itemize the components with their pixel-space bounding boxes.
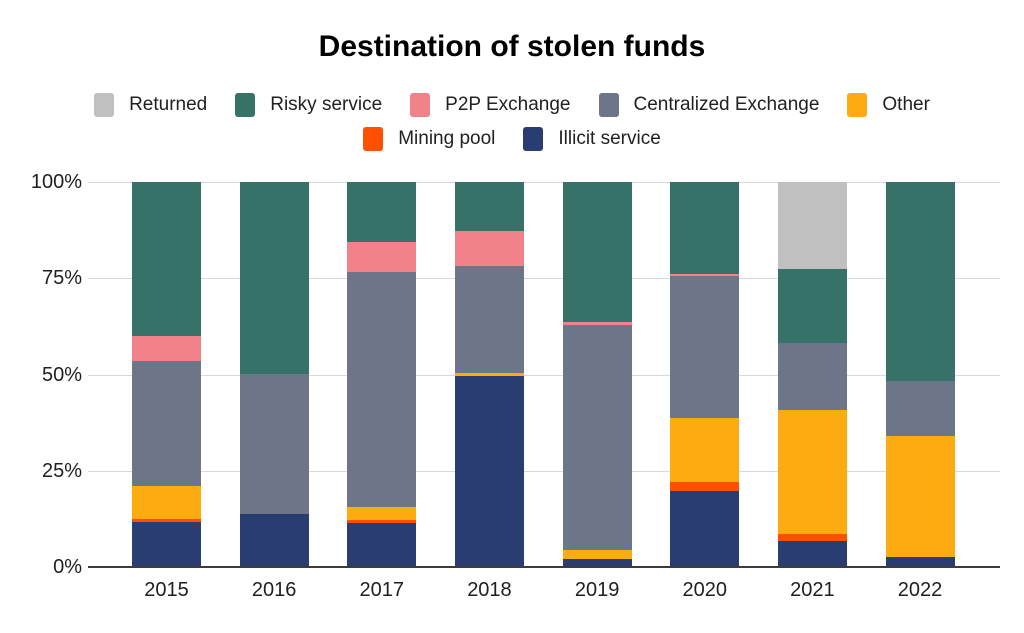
bar-segment-2021-risky-service <box>777 269 847 343</box>
legend-label: Other <box>882 94 930 115</box>
bar-segment-2019-illicit-service <box>562 559 632 567</box>
legend-swatch-icon <box>523 127 544 151</box>
x-axis-tick-label-2021: 2021 <box>790 579 835 601</box>
bar-segment-2019-risky-service <box>562 182 632 322</box>
bar-segment-2015-illicit-service <box>132 522 201 567</box>
legend-label: Centralized Exchange <box>633 94 820 115</box>
bar-segment-2021-returned <box>777 182 847 269</box>
legend-label: P2P Exchange <box>445 94 571 115</box>
legend: Returned Risky service P2P Exchange Central… <box>0 93 1024 151</box>
bar-segment-2019-other <box>562 550 632 559</box>
bar-segment-2017-illicit-service <box>347 523 417 567</box>
bar-segment-2019-p2p-exchange <box>562 322 632 325</box>
gridline <box>88 182 1000 183</box>
bar-segment-2022-illicit-service <box>885 557 955 567</box>
bar-segment-2018-illicit-service <box>454 376 524 567</box>
bar-segment-2018-risky-service <box>454 182 524 231</box>
legend-row: Mining pool Illicit service <box>363 127 661 151</box>
bar-segment-2018-centralized-exchange <box>454 266 524 373</box>
y-axis-tick-label: 0% <box>53 556 82 578</box>
bar-segment-2020-mining-pool <box>670 482 740 491</box>
x-axis-tick-label-2019: 2019 <box>574 579 620 601</box>
bar-segment-2016-risky-service <box>239 182 309 374</box>
legend-label: Mining pool <box>398 128 496 149</box>
legend-swatch-icon <box>598 93 619 117</box>
bar-segment-2020-illicit-service <box>670 491 740 567</box>
legend-swatch-icon <box>94 93 115 117</box>
legend-item-risky-service: Risky service <box>235 93 382 117</box>
legend-swatch-icon <box>847 93 868 117</box>
legend-item-returned: Returned <box>94 93 207 117</box>
bar-segment-2021-mining-pool <box>777 534 847 541</box>
bar-segment-2015-mining-pool <box>132 519 201 522</box>
bar-segment-2021-centralized-exchange <box>777 343 847 410</box>
y-axis-tick-label: 100% <box>30 171 82 193</box>
legend-swatch-icon <box>363 127 384 151</box>
legend-swatch-icon <box>235 93 256 117</box>
bar-segment-2020-centralized-exchange <box>670 276 740 418</box>
legend-label: Risky service <box>270 94 383 115</box>
bar-segment-2016-illicit-service <box>239 514 309 567</box>
bar-segment-2020-other <box>670 418 740 482</box>
bar-segment-2015-other <box>132 486 201 519</box>
y-axis-tick-label: 25% <box>41 459 82 482</box>
bar-segment-2015-risky-service <box>132 182 201 336</box>
gridline <box>88 470 1000 472</box>
bar-segment-2017-risky-service <box>347 182 417 242</box>
y-axis-tick-label: 50% <box>41 363 82 386</box>
chart-title: Destination of stolen funds <box>318 30 706 63</box>
legend-item-illicit-service: Illicit service <box>523 127 661 151</box>
bar-segment-2020-p2p-exchange <box>670 274 740 276</box>
legend-item-other: Other <box>847 93 930 117</box>
legend-item-p2p-exchange: P2P Exchange <box>410 93 571 117</box>
bar-segment-2018-p2p-exchange <box>454 231 524 266</box>
gridline <box>88 374 1000 376</box>
bar-segment-2018-other <box>454 373 524 376</box>
legend-item-centralized-exchange: Centralized Exchange <box>598 93 820 117</box>
x-axis-tick-label-2022: 2022 <box>897 579 943 601</box>
bar-segment-2019-centralized-exchange <box>562 325 632 550</box>
bar-segment-2015-centralized-exchange <box>132 361 201 486</box>
bar-segment-2017-other <box>347 507 417 520</box>
x-axis-tick-label-2020: 2020 <box>682 579 728 601</box>
bar-segment-2022-other <box>885 436 955 557</box>
y-axis-tick-label: 75% <box>41 267 82 290</box>
x-axis-line <box>88 566 1000 568</box>
bar-segment-2017-centralized-exchange <box>347 272 417 507</box>
x-axis-tick-label-2018: 2018 <box>467 579 512 601</box>
bar-segment-2015-p2p-exchange <box>132 336 201 361</box>
bar-segment-2022-risky-service <box>885 182 955 381</box>
legend-label: Returned <box>129 94 208 115</box>
x-axis-tick-label-2015: 2015 <box>144 579 189 601</box>
legend-item-mining-pool: Mining pool <box>363 127 495 151</box>
legend-label: Illicit service <box>558 128 661 149</box>
legend-row: Returned Risky service P2P Exchange Central… <box>94 93 930 117</box>
legend-swatch-icon <box>410 93 431 117</box>
plot-area <box>88 182 1000 568</box>
x-axis-tick-label-2016: 2016 <box>251 579 297 601</box>
bar-segment-2021-illicit-service <box>777 541 847 567</box>
gridline <box>88 278 1000 280</box>
bar-segment-2022-centralized-exchange <box>885 381 955 436</box>
bar-segment-2016-centralized-exchange <box>239 374 309 514</box>
bar-segment-2020-risky-service <box>670 182 740 274</box>
bar-segment-2017-mining-pool <box>347 520 417 523</box>
x-axis-tick-label-2017: 2017 <box>359 579 405 601</box>
bar-segment-2021-other <box>777 410 847 534</box>
bar-segment-2017-p2p-exchange <box>347 242 417 272</box>
